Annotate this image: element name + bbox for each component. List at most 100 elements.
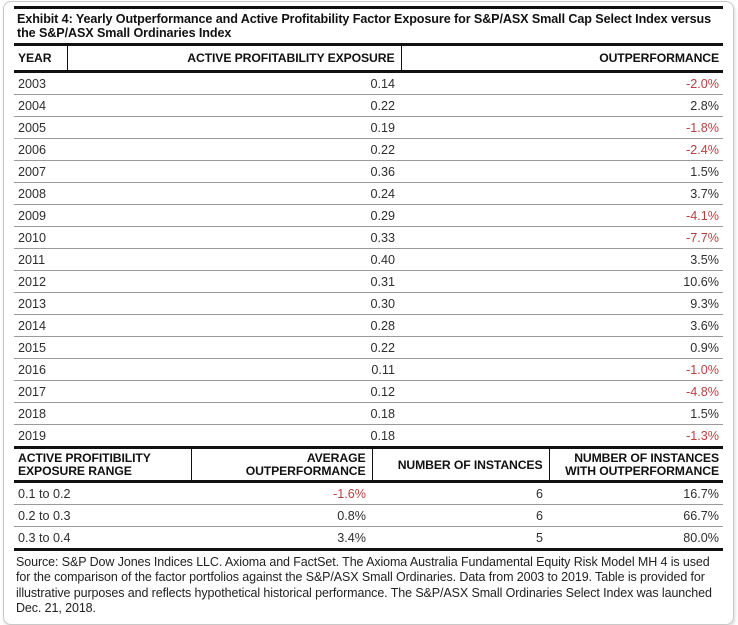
exposure-cell: 0.31 — [67, 270, 401, 294]
table-row: 2004 0.22 2.8% — [14, 94, 723, 118]
instances-with-outperformance-cell: 80.0% — [549, 526, 723, 551]
summary-header-row: ACTIVE PROFITIBILITY EXPOSURE RANGE AVER… — [14, 446, 723, 484]
table-row: 2019 0.18 -1.3% — [14, 425, 723, 447]
year-cell: 2019 — [18, 429, 47, 444]
exposure-cell: 0.24 — [67, 182, 401, 206]
yearly-table-body: 2003 0.14 -2.0% 2004 0.22 2.8% 2005 0.19 -1.8%… — [14, 71, 723, 447]
avg-outperformance-cell: 0.8% — [191, 504, 372, 528]
exposure-cell: 0.40 — [67, 248, 401, 272]
year-cell: 2018 — [14, 402, 67, 426]
table-row: 2005 0.19 -1.8% — [14, 116, 723, 140]
table-row: 2016 0.11 -1.0% — [14, 358, 723, 382]
yearly-header-row: YEAR ACTIVE PROFITABILITY EXPOSURE OUTPE… — [14, 43, 723, 74]
exposure-cell: 0.18 — [370, 429, 395, 444]
table-row: 0.1 to 0.2 -1.6% 6 16.7% — [14, 481, 723, 506]
instances-cell: 6 — [372, 504, 549, 528]
yearly-table: YEAR ACTIVE PROFITABILITY EXPOSURE OUTPE… — [14, 43, 723, 446]
year-cell: 2014 — [14, 314, 67, 338]
outperformance-cell: 10.6% — [401, 270, 723, 294]
exhibit-card: Exhibit 4: Yearly Outperformance and Act… — [3, 1, 734, 625]
summary-table-body: 0.1 to 0.2 -1.6% 6 16.7% 0.2 to 0.3 0.8% 6 66.… — [14, 481, 723, 551]
table-row: 2018 0.18 1.5% — [14, 402, 723, 426]
year-cell: 2012 — [14, 270, 67, 294]
year-cell: 2008 — [14, 182, 67, 206]
top-rule — [14, 6, 723, 9]
year-cell: 2011 — [14, 248, 67, 272]
outperformance-cell: 1.5% — [401, 402, 723, 426]
outperformance-cell: 0.9% — [401, 336, 723, 360]
table-row: 2015 0.22 0.9% — [14, 336, 723, 360]
outperformance-cell: -4.1% — [401, 204, 723, 228]
year-column-header: YEAR — [14, 43, 67, 74]
table-row: 2003 0.14 -2.0% — [14, 71, 723, 96]
table-row: 0.3 to 0.4 3.4% 5 80.0% — [14, 526, 723, 551]
year-cell: 2005 — [14, 116, 67, 140]
exposure-cell: 0.36 — [67, 160, 401, 184]
instances-with-outperformance-cell: 16.7% — [549, 481, 723, 506]
outperformance-cell: 3.6% — [401, 314, 723, 338]
exposure-cell: 0.11 — [67, 358, 401, 382]
source-note: Source: S&P Dow Jones Indices LLC. Axiom… — [16, 555, 712, 615]
table-row: 2012 0.31 10.6% — [14, 270, 723, 294]
table-row: 0.2 to 0.3 0.8% 6 66.7% — [14, 504, 723, 528]
outperformance-cell: -7.7% — [401, 226, 723, 250]
year-cell: 2016 — [14, 358, 67, 382]
average-outperformance-column-header: AVERAGE OUTPERFORMANCE — [190, 446, 372, 484]
exposure-cell: 0.22 — [67, 94, 401, 118]
exposure-cell: 0.12 — [67, 380, 401, 404]
year-cell: 2004 — [14, 94, 67, 118]
year-cell: 2003 — [14, 71, 67, 96]
outperformance-cell: 2.8% — [401, 94, 723, 118]
outperformance-cell: 3.7% — [401, 182, 723, 206]
table-row: 2008 0.24 3.7% — [14, 182, 723, 206]
table-row: 2009 0.29 -4.1% — [14, 204, 723, 228]
outperformance-cell: 3.5% — [401, 248, 723, 272]
range-cell: 0.2 to 0.3 — [14, 504, 191, 528]
year-cell: 2007 — [14, 160, 67, 184]
table-row: 2017 0.12 -4.8% — [14, 380, 723, 404]
exhibit-title: Exhibit 4: Yearly Outperformance and Act… — [17, 12, 711, 40]
outperformance-cell: -1.8% — [401, 116, 723, 140]
avg-outperformance-cell: -1.6% — [191, 481, 372, 506]
exposure-range-column-header: ACTIVE PROFITIBILITY EXPOSURE RANGE — [14, 446, 191, 484]
outperformance-cell: -2.4% — [401, 138, 723, 162]
year-cell: 2006 — [14, 138, 67, 162]
exposure-cell: 0.22 — [67, 336, 401, 360]
avg-outperformance-cell: 3.4% — [191, 526, 372, 551]
outperformance-cell: 1.5% — [401, 160, 723, 184]
outperformance-column-header: OUTPERFORMANCE — [400, 43, 723, 74]
outperformance-cell: 9.3% — [401, 292, 723, 316]
exposure-cell: 0.22 — [67, 138, 401, 162]
range-cell: 0.1 to 0.2 — [14, 481, 191, 506]
exposure-cell: 0.28 — [67, 314, 401, 338]
exposure-cell: 0.33 — [67, 226, 401, 250]
instances-with-outperformance-column-header: NUMBER OF INSTANCES WITH OUTPERFORMANCE — [548, 446, 723, 484]
number-of-instances-column-header: NUMBER OF INSTANCES — [371, 446, 549, 484]
instances-cell: 5 — [372, 526, 549, 551]
outperformance-cell: -4.8% — [401, 380, 723, 404]
exposure-cell: 0.30 — [67, 292, 401, 316]
table-row: 2013 0.30 9.3% — [14, 292, 723, 316]
year-cell: 2010 — [14, 226, 67, 250]
year-cell: 2013 — [14, 292, 67, 316]
outperformance-cell: -1.3% — [686, 429, 719, 444]
exposure-cell: 0.18 — [67, 402, 401, 426]
summary-table: ACTIVE PROFITIBILITY EXPOSURE RANGE AVER… — [14, 446, 723, 552]
exposure-cell: 0.14 — [67, 71, 401, 96]
instances-with-outperformance-cell: 66.7% — [549, 504, 723, 528]
outperformance-cell: -1.0% — [401, 358, 723, 382]
year-cell: 2017 — [14, 380, 67, 404]
table-row: 2006 0.22 -2.4% — [14, 138, 723, 162]
table-row: 2014 0.28 3.6% — [14, 314, 723, 338]
table-row: 2007 0.36 1.5% — [14, 160, 723, 184]
exposure-cell: 0.19 — [67, 116, 401, 140]
exposure-column-header: ACTIVE PROFITABILITY EXPOSURE — [66, 43, 401, 74]
instances-cell: 6 — [372, 481, 549, 506]
year-cell: 2009 — [14, 204, 67, 228]
table-row: 2011 0.40 3.5% — [14, 248, 723, 272]
year-cell: 2015 — [14, 336, 67, 360]
range-cell: 0.3 to 0.4 — [14, 526, 191, 551]
outperformance-cell: -2.0% — [401, 71, 723, 96]
exposure-cell: 0.29 — [67, 204, 401, 228]
table-row: 2010 0.33 -7.7% — [14, 226, 723, 250]
